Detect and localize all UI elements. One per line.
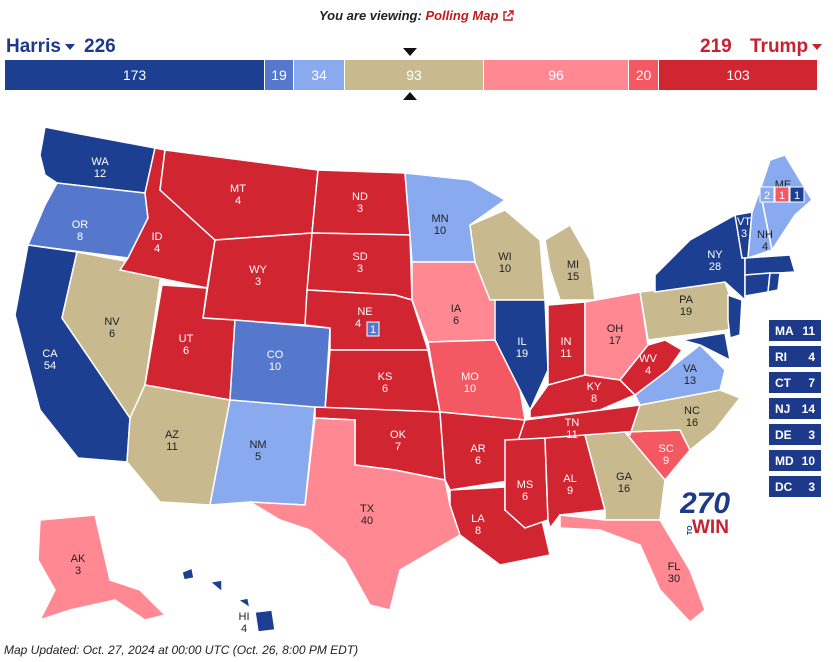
polling-map-link-label: Polling Map <box>425 8 499 23</box>
ne-district-box[interactable]: 1 <box>366 321 380 337</box>
state-ND[interactable] <box>311 169 411 236</box>
logo-graphic: 270 TO WIN <box>679 487 730 538</box>
viewing-banner: You are viewing: Polling Map <box>0 8 833 23</box>
state-MD-shape[interactable] <box>681 332 732 362</box>
midpoint-marker-top <box>403 48 417 56</box>
trump-total: 219 <box>700 36 732 57</box>
state-MA-shape[interactable] <box>744 254 796 276</box>
trump-name: Trump <box>750 36 809 57</box>
state-HI[interactable] <box>181 566 276 633</box>
external-link-icon <box>503 10 514 21</box>
us-electoral-map: WA 12 OR 8 CA 54 NV 6 ID 4 MT 4 WY 3 UT 6 AZ 11 C… <box>14 126 813 635</box>
small-state-ev: 3 <box>808 427 815 442</box>
midpoint-marker-bottom <box>403 92 417 100</box>
small-state-ev: 3 <box>808 479 815 494</box>
viewing-prefix: You are viewing: <box>318 8 422 23</box>
small-state-MA[interactable]: MA 11 <box>769 320 821 341</box>
small-state-NJ[interactable]: NJ 14 <box>769 398 821 419</box>
state-FL[interactable] <box>559 514 706 624</box>
state-WY[interactable] <box>202 232 313 326</box>
harris-dropdown[interactable]: Harris <box>6 36 75 58</box>
polling-map-link[interactable]: Polling Map <box>425 8 514 23</box>
bar-segment[interactable]: 19 <box>264 60 293 90</box>
small-state-DE[interactable]: DE 3 <box>769 424 821 445</box>
small-state-ev: 14 <box>801 401 815 416</box>
small-state-abbr: RI <box>775 349 787 364</box>
bar-segment[interactable]: 103 <box>658 60 817 90</box>
state-IN[interactable] <box>547 301 586 386</box>
state-TX[interactable] <box>249 417 461 611</box>
chevron-down-icon <box>64 43 75 50</box>
small-state-ev: 7 <box>808 375 815 390</box>
small-state-DC[interactable]: DC 3 <box>769 476 821 497</box>
small-state-abbr: CT <box>775 375 791 390</box>
state-NJ-shape[interactable] <box>727 293 743 339</box>
chevron-down-icon <box>812 43 823 50</box>
state-OR[interactable] <box>26 182 149 259</box>
state-CT-shape[interactable] <box>744 272 771 297</box>
me-district-1[interactable] <box>789 186 805 203</box>
small-state-ev: 10 <box>801 453 815 468</box>
state-AR[interactable] <box>439 411 526 491</box>
bar-segment[interactable]: 34 <box>293 60 344 90</box>
me-district-boxes: 2 1 1 <box>759 186 805 203</box>
state-AK[interactable] <box>37 514 167 622</box>
electoral-vote-bar: 173 19 34 93 96 20 103 <box>5 60 821 90</box>
svg-text:TO: TO <box>687 525 694 535</box>
small-state-CT[interactable]: CT 7 <box>769 372 821 393</box>
small-state-abbr: NJ <box>775 401 791 416</box>
state-KS[interactable] <box>324 349 441 413</box>
small-state-abbr: MA <box>775 323 794 338</box>
state-SD[interactable] <box>306 232 413 302</box>
state-CO[interactable] <box>229 319 331 411</box>
small-state-abbr: MD <box>775 453 794 468</box>
state-WV[interactable] <box>618 339 684 396</box>
svg-text:WIN: WIN <box>692 517 729 537</box>
state-RI-shape[interactable] <box>767 272 781 293</box>
state-MI[interactable] <box>544 223 596 301</box>
harris-name: Harris <box>6 36 61 57</box>
trump-dropdown[interactable]: Trump <box>750 36 823 58</box>
me-district-2[interactable] <box>774 186 790 203</box>
270towin-logo: 270 TO WIN <box>679 485 738 542</box>
small-state-ev: 11 <box>802 323 815 338</box>
small-state-RI[interactable]: RI 4 <box>769 346 821 367</box>
state-MS[interactable] <box>504 437 549 529</box>
svg-text:270: 270 <box>680 487 730 520</box>
bar-segment[interactable]: 96 <box>483 60 628 90</box>
state-MO[interactable] <box>427 339 526 421</box>
map-updated-timestamp: Map Updated: Oct. 27, 2024 at 00:00 UTC … <box>4 643 359 657</box>
small-state-abbr: DE <box>775 427 792 442</box>
bar-segment[interactable]: 93 <box>344 60 483 90</box>
bar-segment[interactable]: 20 <box>628 60 658 90</box>
bar-segment[interactable]: 173 <box>5 60 264 90</box>
small-states-table: MA 11 RI 4 CT 7 NJ 14 DE 3 MD 10 DC 3 <box>769 320 821 502</box>
small-state-MD[interactable]: MD 10 <box>769 450 821 471</box>
small-state-ev: 4 <box>808 349 815 364</box>
label-HI: HI 4 <box>239 611 250 635</box>
small-state-abbr: DC <box>775 479 793 494</box>
harris-total: 226 <box>84 36 116 57</box>
